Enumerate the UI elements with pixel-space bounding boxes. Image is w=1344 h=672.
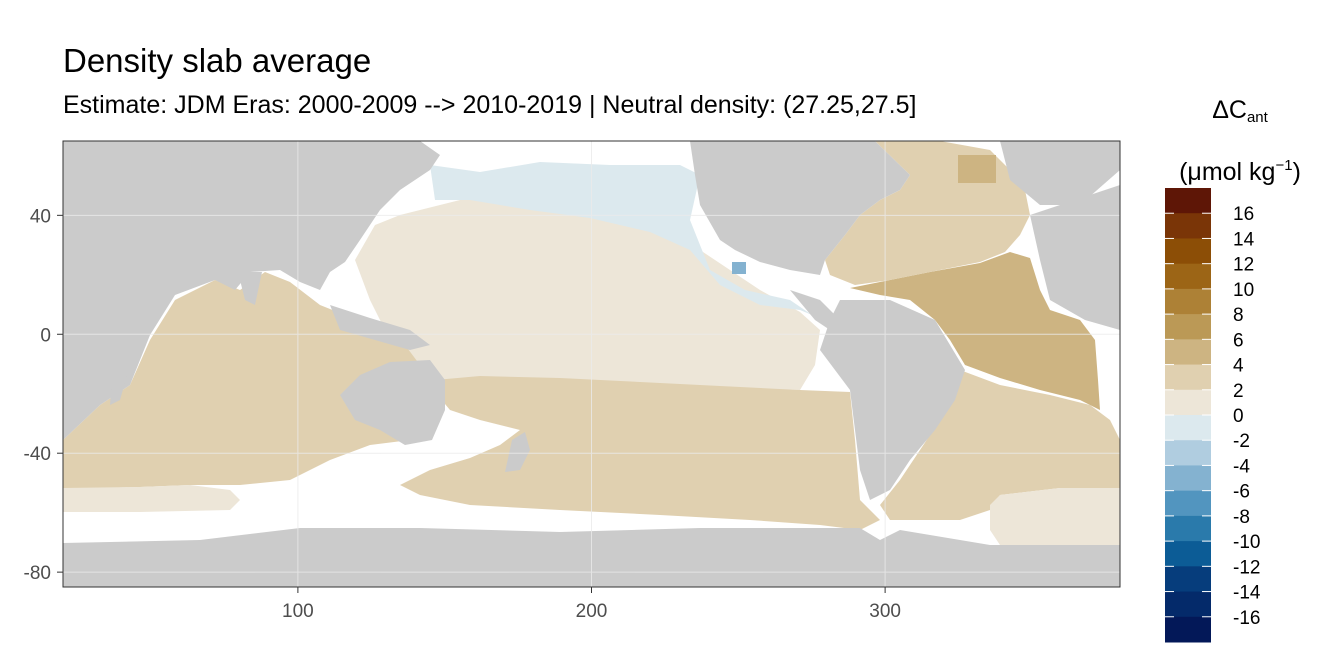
legend-swatch <box>1165 616 1211 643</box>
x-tick-label: 100 <box>282 601 314 622</box>
legend-label: -16 <box>1233 608 1260 629</box>
land-new-zealand <box>505 432 530 472</box>
legend-unit-sup: −1 <box>1275 157 1293 174</box>
region-subpolar-pacific <box>430 162 812 315</box>
legend-swatch <box>1165 591 1211 618</box>
legend-swatch <box>1165 364 1211 391</box>
legend-unit-suffix: ) <box>1292 158 1301 186</box>
plot-title: Density slab average <box>63 42 372 79</box>
legend-labels: 16 14 12 10 8 6 4 2 0 -2 -4 -6 -8 -10 -12 -14 -16 <box>1233 204 1261 629</box>
legend-unit-prefix: (μmol kg <box>1179 158 1276 186</box>
legend-swatch <box>1165 288 1211 315</box>
legend-swatch <box>1165 339 1211 366</box>
land-australia <box>340 360 445 445</box>
region-southern-light-band <box>63 485 240 512</box>
land-north-america <box>690 141 910 275</box>
map-panel <box>63 141 1120 587</box>
legend-swatch <box>1165 465 1211 492</box>
legend-label: -14 <box>1233 583 1261 604</box>
y-tick-label: -40 <box>24 444 51 465</box>
legend-swatch <box>1165 515 1211 542</box>
legend-label: 12 <box>1233 255 1254 276</box>
legend-swatch <box>1165 490 1211 517</box>
legend-label: 2 <box>1233 381 1244 402</box>
legend-title-delta: ΔC <box>1212 96 1247 124</box>
legend-swatch <box>1165 389 1211 416</box>
y-tick-label: 40 <box>30 206 51 227</box>
legend-label: -4 <box>1233 456 1250 477</box>
legend-label: 16 <box>1233 204 1254 225</box>
legend-swatch <box>1165 213 1211 239</box>
y-tick-label: 0 <box>40 325 51 346</box>
legend-label: -8 <box>1233 507 1250 528</box>
region-south-atlantic <box>880 370 1120 520</box>
legend-swatch <box>1165 566 1211 593</box>
legend-label: 4 <box>1233 356 1244 377</box>
legend-label: -10 <box>1233 532 1260 553</box>
legend-swatch <box>1165 440 1211 466</box>
legend-swatch <box>1165 238 1211 265</box>
legend-swatch <box>1165 263 1211 290</box>
legend-swatch <box>1165 541 1211 567</box>
x-tick-label: 200 <box>576 601 608 622</box>
legend-label: 8 <box>1233 305 1244 326</box>
region-southern-light-band-east <box>990 488 1120 545</box>
land-central-america <box>790 290 840 330</box>
x-tick-label: 300 <box>869 601 901 622</box>
land-europe-east <box>1030 185 1120 330</box>
legend-label: 6 <box>1233 330 1244 351</box>
legend-label: -6 <box>1233 482 1250 503</box>
plot-subtitle: Estimate: JDM Eras: 2000-2009 --> 2010-2… <box>63 91 917 119</box>
legend-title-sub: ant <box>1246 109 1268 126</box>
land-south-america <box>820 300 965 500</box>
land-greenland <box>1000 141 1120 205</box>
legend-label: -2 <box>1233 431 1250 452</box>
region-iceland-patch <box>958 155 996 183</box>
legend-swatch <box>1165 314 1211 340</box>
legend-label: 14 <box>1233 229 1255 250</box>
legend-swatch <box>1165 188 1211 214</box>
legend-colorbar <box>1165 188 1211 643</box>
region-north-pacific <box>355 195 820 390</box>
legend-label: 0 <box>1233 406 1244 427</box>
legend-swatch <box>1165 415 1211 441</box>
land-madagascar <box>110 365 128 405</box>
region-blue-spot <box>732 262 746 274</box>
legend-title: ΔCant (μmol kg−1) <box>1150 86 1330 196</box>
land-india <box>238 272 262 305</box>
y-tick-label: -80 <box>24 563 51 584</box>
gridlines <box>63 141 1120 587</box>
region-tropical-atlantic <box>850 252 1100 410</box>
legend-label: -12 <box>1233 557 1260 578</box>
land-indonesia <box>330 305 430 350</box>
legend-label: 10 <box>1233 280 1254 301</box>
